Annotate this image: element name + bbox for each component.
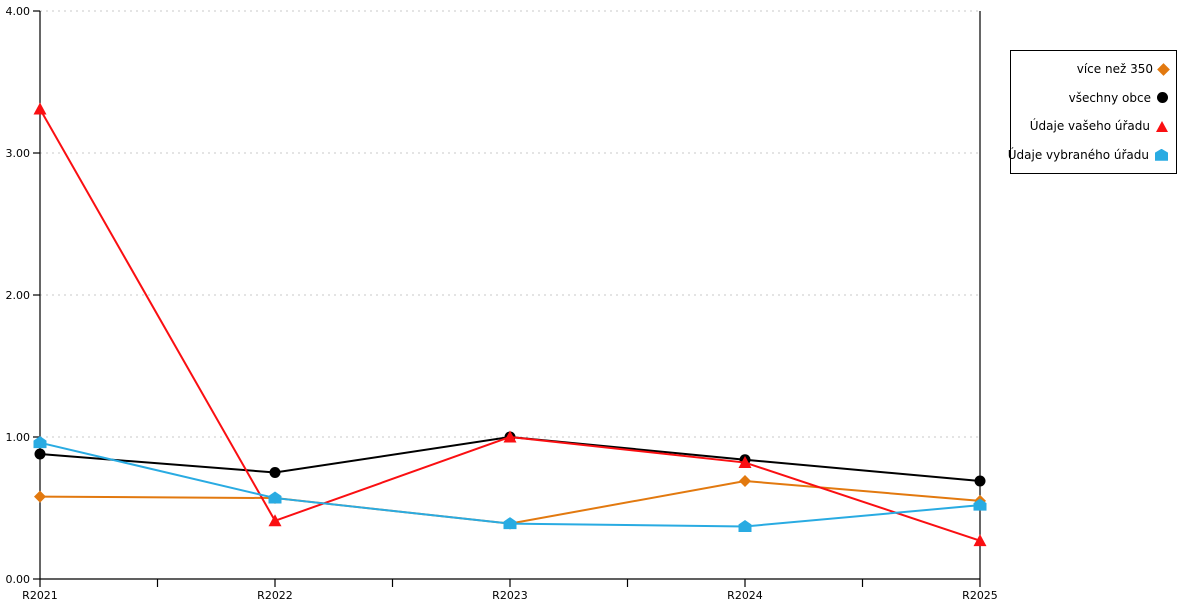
- series-triangle: [33, 102, 987, 547]
- y-tick-label: 1.00: [6, 431, 31, 444]
- legend-label: Údaje vybraného úřadu: [1007, 147, 1149, 162]
- y-tick-label: 2.00: [6, 289, 31, 302]
- legend-item-vsechny-obce: všechny obce: [1015, 91, 1168, 105]
- axes: 0.00 1.00 2.00 3.00 4.00 R2021 R2022 R2023 R2024…: [6, 5, 998, 600]
- diamond-marker-icon: [1157, 62, 1170, 76]
- x-tick-label: R2022: [257, 589, 293, 600]
- y-tick-label: 4.00: [6, 5, 31, 18]
- x-tick-label: R2024: [727, 589, 763, 600]
- legend: více než 350 všechny obce Údaje vašeho ú…: [1008, 50, 1177, 174]
- series-pentagon: [33, 436, 987, 532]
- x-tick-label: R2021: [22, 589, 58, 600]
- x-tick-label: R2023: [492, 589, 528, 600]
- legend-label: Údaje vašeho úřadu: [1029, 119, 1150, 134]
- pentagon-marker-icon: [1155, 148, 1168, 161]
- legend-item-vice-nez-350: více než 350: [1015, 62, 1170, 77]
- triangle-marker-icon: [1156, 120, 1168, 132]
- circle-marker-icon: [1157, 92, 1168, 104]
- y-tick-label: 3.00: [6, 147, 31, 160]
- legend-item-udaje-vaseho-uradu: Údaje vašeho úřadu: [1015, 119, 1168, 133]
- y-tick-label: 0.00: [6, 573, 31, 586]
- legend-label: více než 350: [1076, 62, 1153, 77]
- legend-label: všechny obce: [1068, 90, 1151, 105]
- x-tick-label: R2025: [962, 589, 998, 600]
- legend-item-udaje-vybraneho-uradu: Údaje vybraného úřadu: [1008, 148, 1168, 162]
